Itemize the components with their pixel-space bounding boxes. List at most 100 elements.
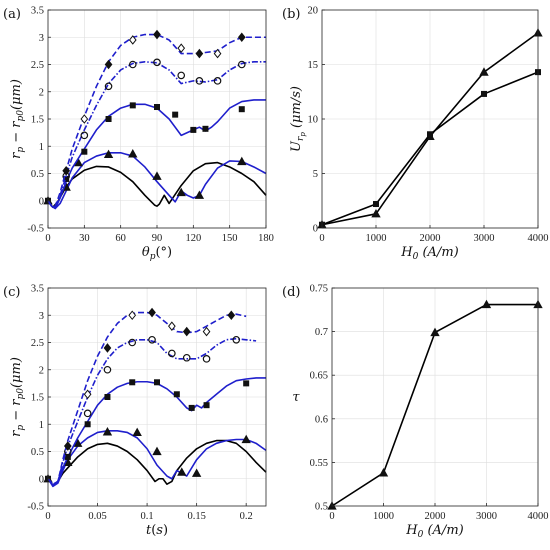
panel-c-series-2-point (203, 402, 210, 409)
panel-c-label: (c) (3, 285, 20, 300)
panel-c-ytick-label: 3.5 (31, 284, 44, 295)
panel-b-grid (321, 9, 539, 229)
panel-b-ylabel: Urp (μm/s) (289, 86, 307, 152)
panel-b-xtick-label: 0 (319, 233, 324, 244)
panel-c-ytick-label: 0.5 (31, 447, 44, 458)
panel-a-series-2-point (238, 106, 245, 113)
panel-c-ylabel: rp − rp0(μm) (9, 357, 26, 437)
panel-d-ytick-label: 0.75 (310, 284, 328, 295)
panel-b-xtick-label: 2000 (420, 233, 441, 244)
panel-c-series-1-point (152, 446, 162, 456)
panel-a-series-4-point (62, 165, 71, 176)
panel-a-series-4-point (177, 43, 186, 53)
panel-c-series-3-point (103, 365, 112, 374)
panel-a-xtick-label: 30 (79, 233, 90, 244)
panel-c-series-2-line (47, 377, 266, 487)
panel-d-ytick-label: 0.7 (315, 327, 328, 338)
panel-d: (d) 0 1000 2000 3000 4000 0.5 0.55 0.6 0.65 0.7 0.… (282, 284, 549, 541)
panel-c-series-4-point (103, 343, 112, 353)
panel-c-series-4-point (202, 326, 211, 337)
panel-c-grid (47, 287, 266, 507)
panel-c-series-4-point (63, 441, 72, 451)
panel-c-xtick-label: 0.05 (88, 511, 106, 522)
panel-a-xtick-label: 180 (258, 233, 274, 244)
panel-a-ytick-label: 1.5 (31, 115, 44, 126)
panel-a-series-4-point (80, 114, 89, 124)
panel-b-series-1-point (373, 201, 379, 208)
panel-c-series-4-point (168, 321, 176, 331)
panel-a-series-1-line (47, 151, 267, 210)
panel-c-series-4-point (83, 389, 92, 400)
panel-c-series-3-point (168, 349, 176, 358)
panel-c-ytick-label: 2.5 (31, 338, 44, 349)
panel-a-series-2-point (129, 102, 136, 109)
panel-c-xlabel: t(s) (146, 523, 168, 538)
panel-a-ytick-label: 2.5 (31, 60, 44, 71)
panel-b-ytick-label: 15 (308, 60, 319, 71)
panel-b-xtick-label: 3000 (474, 233, 495, 244)
panel-a-series-4-point (104, 59, 113, 70)
panel-c-series-4-point (182, 326, 191, 337)
panel-a-xtick-label: 150 (222, 233, 238, 244)
panel-b-xlabel: H0 (A/m) (400, 245, 458, 262)
panel-c-ytick-label: 1 (39, 420, 44, 431)
panel-d-xtick-label: 2000 (425, 511, 446, 522)
panel-c-series-2-point (243, 380, 250, 387)
panel-c-series-3-line (47, 337, 257, 486)
panel-c-ytick-label: 3 (39, 311, 44, 322)
panel-a-series-4-point (153, 29, 161, 40)
panel-a-xtick-label: 60 (115, 233, 126, 244)
panel-c-series-2-point (188, 404, 195, 411)
panel-c-series-0-line (47, 439, 267, 487)
panel-b-xtick-label: 4000 (528, 233, 549, 244)
panel-b-series-0-point (371, 209, 381, 218)
panel-c-series-4-point (128, 310, 137, 321)
panel-a-series-2-point (81, 148, 88, 155)
panel-a: (a) 0 30 60 90 120 150 180-0.500.511.522.533.5… (3, 6, 274, 263)
panel-b-label: (b) (282, 7, 300, 22)
panel-d-xtick-label: 4000 (528, 511, 549, 522)
panel-c-ytick-label: 0 (39, 474, 44, 485)
panel-a-series-4-point (237, 32, 246, 43)
panel-c-series-1-point (102, 427, 113, 436)
panel-a-ticks: 0 30 60 90 120 150 180-0.500.511.522.533.5 (27, 6, 274, 245)
panel-a-xtick-label: 120 (185, 233, 201, 244)
panel-c-series-2-point (173, 391, 180, 398)
panel-c-series-4-point (148, 307, 156, 318)
panel-a-series-3-point (177, 71, 186, 80)
panel-c-series-3-point (128, 338, 137, 347)
panel-c-series-3-point (182, 353, 191, 362)
panel-b-ytick-label: 20 (308, 6, 319, 17)
panel-a-ytick-label: 2 (39, 87, 44, 98)
panel-c-ticks: 0 0.05 0.1 0.15 0.2-0.500.511.522.533.5 (27, 284, 252, 523)
panel-b-series-1-point (427, 131, 433, 138)
panel-c-series-3-point (202, 355, 211, 363)
panel-a-series-3-point (80, 131, 89, 140)
panel-a-series-2-point (190, 126, 197, 133)
panel-b-ytick-label: 0 (313, 224, 318, 235)
panel-a-series-1-point (237, 156, 247, 166)
panel-a-series-2-point (172, 111, 179, 118)
panel-c-xtick-label: 0.2 (240, 511, 253, 522)
panel-b-series-1-point (481, 90, 487, 97)
panel-b-ytick-label: 5 (313, 169, 318, 180)
panel-c-series-1-point (132, 427, 142, 437)
panel-a-series-3-point (237, 60, 246, 69)
panel-c-series-1-line (47, 429, 267, 488)
panel-a-ytick-label: 0 (39, 196, 44, 207)
panel-d-grid (331, 287, 539, 507)
panel-d-xtick-label: 3000 (476, 511, 497, 522)
panel-c-series-2-point (64, 453, 71, 460)
panel-b: (b) 0 1000 2000 3000 4000 0 5 10 15 20 H0 (A/m) U… (282, 6, 549, 263)
panel-c-series-2-point (84, 421, 91, 428)
panel-d-ticks: 0 1000 2000 3000 4000 0.5 0.55 0.6 0.65 0.7 0.75 (310, 284, 549, 523)
panel-a-ytick-label: 3.5 (31, 6, 44, 17)
panel-a-xtick-label: 90 (152, 233, 163, 244)
panel-d-xtick-label: 1000 (373, 511, 394, 522)
panel-a-series-2-point (154, 104, 160, 111)
panel-c-series-3-point (232, 335, 241, 344)
panel-d-label: (d) (282, 285, 300, 300)
panel-c-ytick-label: 1.5 (31, 393, 44, 404)
panel-a-series-3-point (195, 77, 204, 85)
panel-a-series-2-line (47, 99, 266, 210)
